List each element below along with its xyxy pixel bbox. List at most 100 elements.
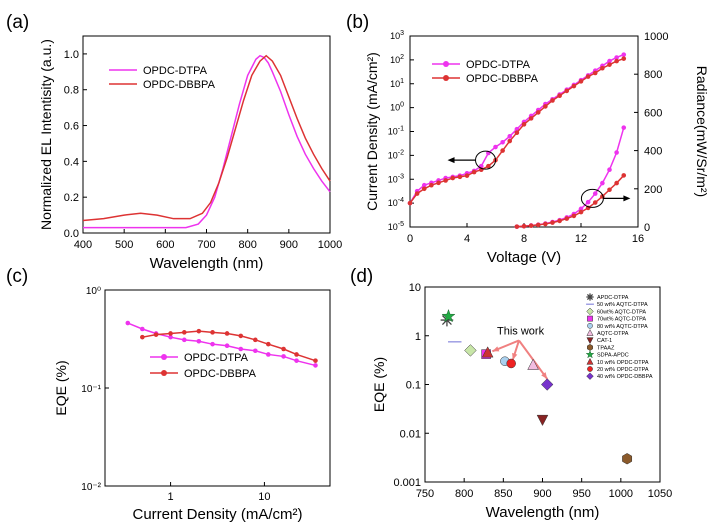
x-tick-label: 800 <box>455 488 473 500</box>
series-OPDC-DTPA-right-point <box>585 199 591 205</box>
panel-a: 400 500 600 700 800 900 1000 0.0 0.2 0.4 0.6 0.8 1.0… <box>6 12 342 272</box>
series-OPDC-DTPA-right-point <box>600 180 605 186</box>
panel-c: 1 10 10⁻² 10⁻¹ 10⁰ Current Density (mA/cm²) EQ… <box>6 266 331 523</box>
series-OPDC-DTPA-point <box>125 320 131 326</box>
y-tick-exponent: -4 <box>398 197 404 204</box>
series-OPDC-DBBPA-left-point <box>464 173 470 178</box>
y-tick-label: 103 <box>390 30 404 41</box>
marker-asterisk <box>586 293 594 301</box>
series-OPDC-DBBPA-left-point <box>521 122 527 127</box>
series-OPDC-DTPA-point <box>168 334 173 340</box>
legend-label: SDPA-APDC <box>597 353 629 359</box>
series-OPDC-DTPA-left-point <box>493 144 498 150</box>
series-OPDC-DTPA-point <box>224 343 230 349</box>
series-OPDC-DBBPA-left-point <box>571 83 577 89</box>
series-OPDC-DBBPA-left-point <box>528 116 534 121</box>
series-OPDC-DBBPA-left-point <box>486 163 491 169</box>
series-OPDC-DTPA-point <box>181 337 187 343</box>
series-OPDC-DBBPA-right-point <box>578 209 584 215</box>
series-OPDC-DBBPA-left-point <box>621 56 627 61</box>
series-OPDC-DBBPA-right-point <box>535 222 541 228</box>
y-axis-label: Normalized EL Intentisity (a.u.) <box>38 39 54 230</box>
series-OPDC-DBBPA-left-point <box>614 58 619 64</box>
y-tick-label: 1.0 <box>64 49 79 61</box>
legend-label: 40 wt% OPDC-DBBPA <box>597 374 653 380</box>
y-tick-exponent: 0 <box>400 102 404 109</box>
series-OPDC-DBBPA-left-point <box>578 79 584 84</box>
series-OPDC-DBBPA-point <box>294 352 299 357</box>
series-OPDC-DBBPA-left-point <box>564 88 570 94</box>
y-tick-label: 0.8 <box>64 85 79 97</box>
marker-diamond <box>464 344 477 357</box>
marker-triangle <box>481 346 494 358</box>
y-tick-label: 1 <box>415 331 421 343</box>
marker-diamond <box>540 378 554 391</box>
x-tick-label: 1 <box>168 491 174 503</box>
series-OPDC-DBBPA-point <box>281 346 286 352</box>
y-tick-exponent: 2 <box>400 54 404 61</box>
series-OPDC-DBBPA-point <box>265 341 271 347</box>
series-OPDC-DBBPA-right-point <box>607 187 612 193</box>
x-tick-label: 0 <box>407 233 413 245</box>
series-OPDC-DTPA-right-line <box>516 127 625 228</box>
legend-marker <box>443 75 449 81</box>
y-tick-label: 100 <box>390 102 404 113</box>
y-tick-label: 0.4 <box>64 156 79 168</box>
series-OPDC-DBBPA-point <box>224 331 230 336</box>
y-tick-label: 10-4 <box>388 197 404 208</box>
marker-triangle-down <box>586 337 594 345</box>
series-OPDC-DBBPA-right-point <box>571 213 577 219</box>
series-OPDC-DBBPA-left-point <box>500 148 505 153</box>
series-OPDC-DTPA-point <box>281 354 286 359</box>
series-OPDC-DBBPA-right-line <box>516 174 625 228</box>
panel-b: 0 4 8 12 1610-510-410-310-210-11001011021030… <box>346 12 710 266</box>
series-OPDC-DTPA-point <box>238 346 244 352</box>
series-OPDC-DBBPA-right-point <box>614 180 619 186</box>
marker-diamond <box>586 372 594 380</box>
series-OPDC-DTPA-point <box>313 363 318 368</box>
legend-label: 50 wt% AQTC-DTPA <box>597 302 648 308</box>
legend-label: OPDC-DTPA <box>184 352 249 364</box>
series-OPDC-DTPA-right-point <box>607 167 612 172</box>
series-OPDC-DBBPA-right-point <box>528 223 534 228</box>
series-OPDC-DTPA-point <box>253 348 258 354</box>
y-tick-label: 0.001 <box>393 477 421 489</box>
series-OPDC-DBBPA-right-point <box>621 173 627 178</box>
marker-star <box>585 349 595 359</box>
y2-tick-label: 1000 <box>644 31 668 43</box>
series-OPDC-DBBPA-point <box>253 337 258 343</box>
plot-frame <box>104 289 331 487</box>
y2-axis-label: Radiance(mW/Sr/m²) <box>694 66 710 197</box>
marker-square <box>587 315 593 322</box>
annotation-text: This work <box>497 326 545 338</box>
y-tick-label: 10-1 <box>388 126 404 137</box>
x-tick-label: 900 <box>533 488 551 500</box>
y-tick-label: 102 <box>390 54 404 65</box>
panel-label: (b) <box>346 12 369 33</box>
series-OPDC-DBBPA-left-point <box>550 98 555 103</box>
x-axis-label: Voltage (V) <box>487 249 561 266</box>
series-OPDC-DBBPA-left-point <box>507 138 513 144</box>
y-tick-label: 10⁻¹ <box>81 384 101 395</box>
series-OPDC-DTPA-point <box>294 358 299 363</box>
marker-triangle <box>586 357 594 365</box>
annotation-arrowhead <box>623 195 631 202</box>
y-tick-label: 10 <box>409 282 421 294</box>
series-OPDC-DTPA-right-point <box>592 191 598 196</box>
y-axis-label: EQE (%) <box>53 360 69 415</box>
series-OPDC-DBBPA-left-point <box>592 70 598 76</box>
x-tick-label: 1000 <box>318 239 342 251</box>
series-OPDC-DBBPA-left-point <box>557 93 562 98</box>
marker-hexagon <box>622 453 633 465</box>
series-OPDC-DTPA-left-point <box>421 182 427 188</box>
series-OPDC-DTPA-left-point <box>507 133 513 139</box>
series-OPDC-DBBPA-left-point <box>436 180 441 186</box>
legend-label: 10 wt% OPDC-DTPA <box>597 360 649 366</box>
series-OPDC-DBBPA-point <box>313 358 318 363</box>
x-tick-label: 700 <box>197 239 215 251</box>
legend-label: CAT-1 <box>597 338 612 344</box>
x-tick-label: 500 <box>115 239 133 251</box>
y-tick-exponent: -2 <box>398 149 404 156</box>
y-tick-label: 10⁻² <box>81 482 101 493</box>
y-tick-exponent: -5 <box>398 221 404 228</box>
